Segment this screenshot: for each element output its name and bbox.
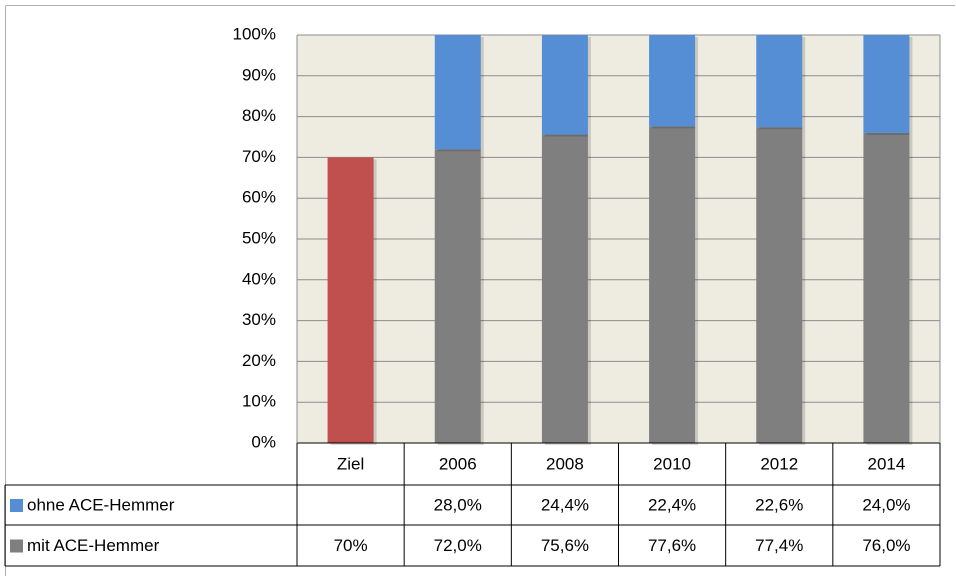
x-tick-label: 2012 (760, 454, 798, 473)
bar (434, 35, 481, 150)
y-tick-label: 10% (242, 392, 276, 411)
bar (541, 134, 588, 443)
table-value: 28,0% (434, 495, 482, 514)
table-value: 77,6% (648, 536, 696, 555)
legend-label: ohne ACE-Hemmer (27, 495, 175, 514)
y-tick-label: 0% (251, 432, 276, 451)
legend-swatch (10, 499, 23, 512)
table-value: 22,4% (648, 495, 696, 514)
bar (756, 127, 803, 443)
y-tick-label: 30% (242, 310, 276, 329)
bar (756, 35, 803, 128)
table-value: 75,6% (541, 536, 589, 555)
table-value: 70% (334, 536, 368, 555)
y-tick-label: 60% (242, 188, 276, 207)
bar (649, 126, 696, 443)
table-value: 22,6% (755, 495, 803, 514)
y-tick-label: 80% (242, 106, 276, 125)
bar (434, 149, 481, 444)
y-tick-label: 20% (242, 351, 276, 370)
legend-swatch (10, 539, 23, 553)
x-tick-label: 2014 (868, 454, 906, 473)
bar (327, 157, 374, 443)
y-tick-label: 40% (242, 269, 276, 288)
bar (863, 35, 910, 133)
x-tick-label: 2010 (653, 454, 691, 473)
bar (863, 132, 910, 444)
y-tick-label: 100% (233, 24, 276, 43)
y-tick-label: 90% (242, 65, 276, 84)
x-tick-label: 2008 (546, 454, 584, 473)
table-value: 76,0% (862, 536, 910, 555)
x-tick-label: 2006 (439, 454, 477, 473)
legend-label: mit ACE-Hemmer (27, 536, 160, 555)
table-value: 77,4% (755, 536, 803, 555)
table-value: 72,0% (434, 536, 482, 555)
x-tick-label: Ziel (337, 454, 364, 473)
table-value: 24,0% (862, 495, 910, 514)
y-tick-label: 50% (242, 228, 276, 247)
table-value: 24,4% (541, 495, 589, 514)
bar (541, 35, 588, 135)
bar (649, 35, 696, 127)
y-tick-label: 70% (242, 147, 276, 166)
